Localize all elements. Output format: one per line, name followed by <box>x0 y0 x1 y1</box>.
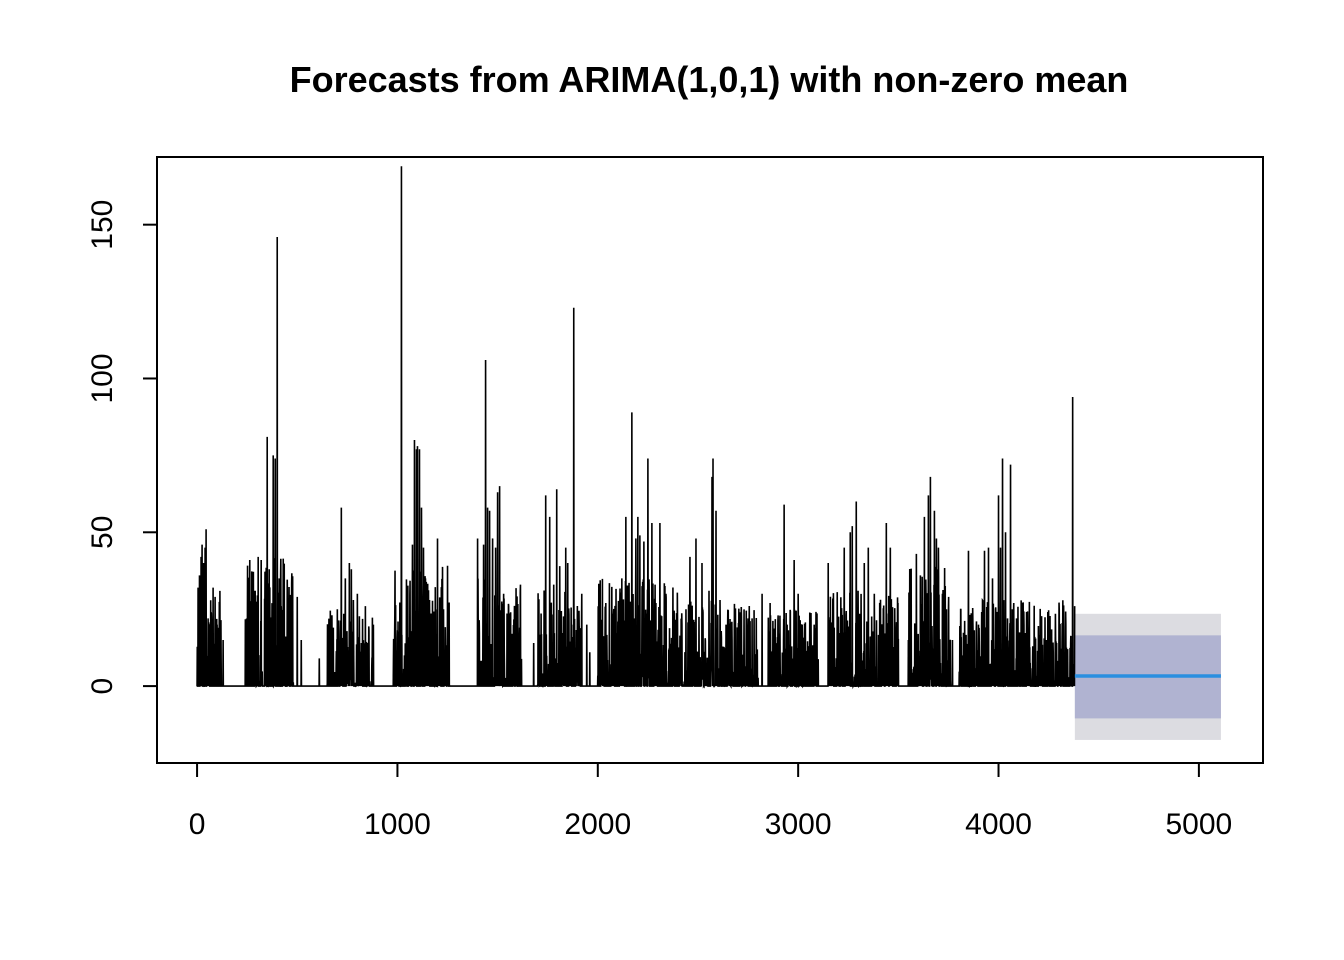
chart-title: Forecasts from ARIMA(1,0,1) with non-zer… <box>290 59 1129 100</box>
x-tick-label: 3000 <box>765 808 832 841</box>
x-tick-label: 5000 <box>1166 808 1233 841</box>
y-tick-label: 50 <box>86 516 119 549</box>
y-axis: 0 50 100 150 <box>86 200 158 695</box>
observed-series <box>196 166 1076 690</box>
y-tick-label: 150 <box>86 200 119 250</box>
y-tick-label: 0 <box>86 678 119 695</box>
observed-line <box>196 166 1076 690</box>
x-axis: 0 1000 2000 3000 4000 5000 <box>189 762 1233 841</box>
x-tick-label: 4000 <box>965 808 1032 841</box>
x-tick-label: 2000 <box>564 808 631 841</box>
x-tick-label: 0 <box>189 808 206 841</box>
y-tick-label: 100 <box>86 353 119 403</box>
x-tick-label: 1000 <box>364 808 431 841</box>
